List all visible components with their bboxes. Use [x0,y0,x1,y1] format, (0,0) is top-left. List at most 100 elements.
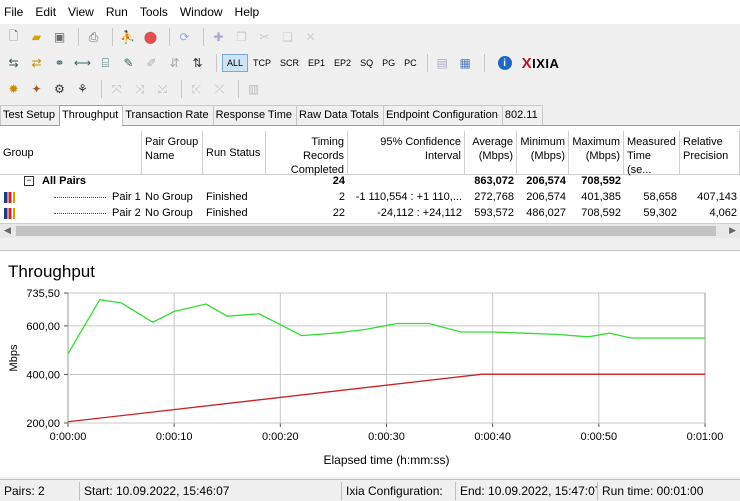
tab-test-setup[interactable]: Test Setup [0,105,60,125]
tab-802-11[interactable]: 802.11 [501,105,543,125]
tab-throughput[interactable]: Throughput [58,105,124,126]
pair-label: Pair 1 [112,191,141,203]
cell-confidence: -24,112 : +24,112 [377,207,462,219]
scroll-left-icon[interactable]: ◀ [4,225,11,235]
info-icon[interactable]: i [497,56,512,70]
filter-tcp-button[interactable]: TCP [253,58,272,68]
print-icon[interactable]: ⎙ [88,29,99,44]
column-header-average[interactable]: Average (Mbps) [465,131,517,175]
filter-ep2-button[interactable]: EP2 [334,58,352,68]
toolbar-separator [483,54,485,72]
table-icon[interactable]: ▥ [247,82,260,96]
filter-sq-button[interactable]: SQ [360,58,374,68]
cell-relative: 4,062 [709,207,737,219]
shrink-icon[interactable]: ⤨ [134,81,145,96]
ixia-logo: XIXIA [521,54,560,72]
copy-icon[interactable]: ❐ [236,30,247,44]
status-run-time: Run time: 00:01:00 [602,483,704,498]
scroll-right-icon[interactable]: ▶ [729,225,736,235]
main-toolbar: 🗋 ▰ ▣ ⎙ ⛹ ⬤ ⟳ ✚ ❐ ✂ ❏ ✕ [0,24,740,50]
chart-title: Throughput [8,262,95,281]
network-icon[interactable]: ⚭ [54,56,65,70]
join-icon[interactable]: ⤫ [214,81,225,96]
table-row[interactable]: Pair 2 No Group Finished 22 -24,112 : +2… [0,206,740,222]
merge-icon[interactable]: ⤩ [157,81,168,96]
status-end: End: 10.09.2022, 15:47:07 [456,481,598,500]
new-file-icon[interactable]: 🗋 [8,28,19,43]
table-row-all-pairs[interactable]: − All Pairs 24 863,072 206,574 708,592 [0,174,740,190]
run-icon[interactable]: ⛹ [120,30,135,44]
cell-measured: 58,658 [643,191,677,203]
link-icon[interactable]: ⟷ [73,56,92,70]
toolbar-separator [216,54,217,72]
cell-confidence: -1 110,554 : +1 110,... [355,191,462,203]
results-tabs: Test Setup Throughput Transaction Rate R… [0,105,740,126]
throughput-icon[interactable]: ✹ [8,82,19,96]
group-icon[interactable]: ⇄ [31,56,42,70]
scrollbar-thumb[interactable] [16,226,716,236]
column-header-confidence[interactable]: 95% Confidence Interval [348,131,465,175]
column-header-relative-precision[interactable]: Relative Precision [680,131,740,175]
cut-icon[interactable]: ✂ [259,30,270,44]
window-icon[interactable]: ▦ [459,56,471,70]
status-bar: Pairs: 2 Start: 10.09.2022, 15:46:07 Ixi… [0,479,740,501]
chart-icon[interactable]: ⚙ [54,82,65,96]
pair-icon[interactable]: ⇆ [8,56,19,70]
toolbar-separator [101,80,102,98]
edit-script-icon[interactable]: ✎ [123,56,134,70]
menu-file[interactable]: File [4,5,24,19]
open-folder-icon[interactable]: ▰ [31,30,42,44]
table-row[interactable]: Pair 1 No Group Finished 2 -1 110,554 : … [0,190,740,206]
toolbar-separator [238,80,239,98]
collapse-icon[interactable]: − [24,176,34,186]
tab-response-time[interactable]: Response Time [212,105,298,125]
filter-pg-button[interactable]: PG [382,58,396,68]
report-icon[interactable]: ▤ [436,56,448,70]
save-icon[interactable]: ▣ [53,30,66,44]
column-header-group[interactable]: Group [0,131,142,175]
column-header-run-status[interactable]: Run Status [203,131,266,175]
cell-average: 593,572 [474,207,514,219]
menu-view[interactable]: View [68,5,94,19]
menu-edit[interactable]: Edit [35,5,57,19]
column-header-minimum[interactable]: Minimum (Mbps) [517,131,569,175]
column-header-measured-time[interactable]: Measured Time (se... [624,131,680,176]
expand-icon[interactable]: ⤧ [111,81,122,96]
column-header-timing-records[interactable]: Timing Records Completed [266,131,348,176]
script-icon[interactable]: ✐ [146,56,157,70]
filter-ep1-button[interactable]: EP1 [308,58,326,68]
x-tick-label: 0:00:30 [368,431,405,443]
menu-tools[interactable]: Tools [139,5,168,19]
menu-help[interactable]: Help [234,5,260,19]
paste-icon[interactable]: ❏ [282,30,293,44]
series-line-2 [67,373,705,423]
cell-empty [203,174,266,190]
sort-num-icon[interactable]: ⇅ [192,56,203,70]
tree-connector [54,197,106,198]
status-pairs: Pairs: 2 [0,481,80,500]
sort-icon[interactable]: ⇵ [169,56,180,70]
split-icon[interactable]: ⤪ [191,81,202,96]
horizontal-scrollbar[interactable]: ◀ ▶ [0,223,740,238]
wand-icon[interactable]: ✦ [31,82,42,96]
filter-pc-button[interactable]: PC [404,58,417,68]
menu-run[interactable]: Run [105,5,128,19]
tab-transaction-rate[interactable]: Transaction Rate [122,105,214,125]
tab-raw-data-totals[interactable]: Raw Data Totals [296,105,384,125]
menu-bar: File Edit View Run Tools Window Help [0,0,740,24]
options-icon[interactable]: ⚘ [77,82,88,96]
tab-endpoint-configuration[interactable]: Endpoint Configuration [382,105,503,125]
filter-all-button[interactable]: ALL [222,54,249,72]
refresh-icon[interactable]: ⟳ [179,30,190,44]
cell-timing: 22 [332,207,345,219]
column-header-maximum[interactable]: Maximum (Mbps) [569,131,624,175]
column-header-pair-group-name[interactable]: Pair Group Name [142,131,203,175]
results-table: Group Pair Group Name Run Status Timing … [0,126,740,238]
pair-chart-icon [4,208,15,219]
filter-scr-button[interactable]: SCR [280,58,300,68]
add-pair-icon[interactable]: ✚ [213,30,224,44]
stop-icon[interactable]: ⬤ [143,30,158,44]
endpoints-icon[interactable]: ⌸ [101,55,110,70]
delete-icon[interactable]: ✕ [305,30,316,44]
menu-window[interactable]: Window [179,5,223,19]
